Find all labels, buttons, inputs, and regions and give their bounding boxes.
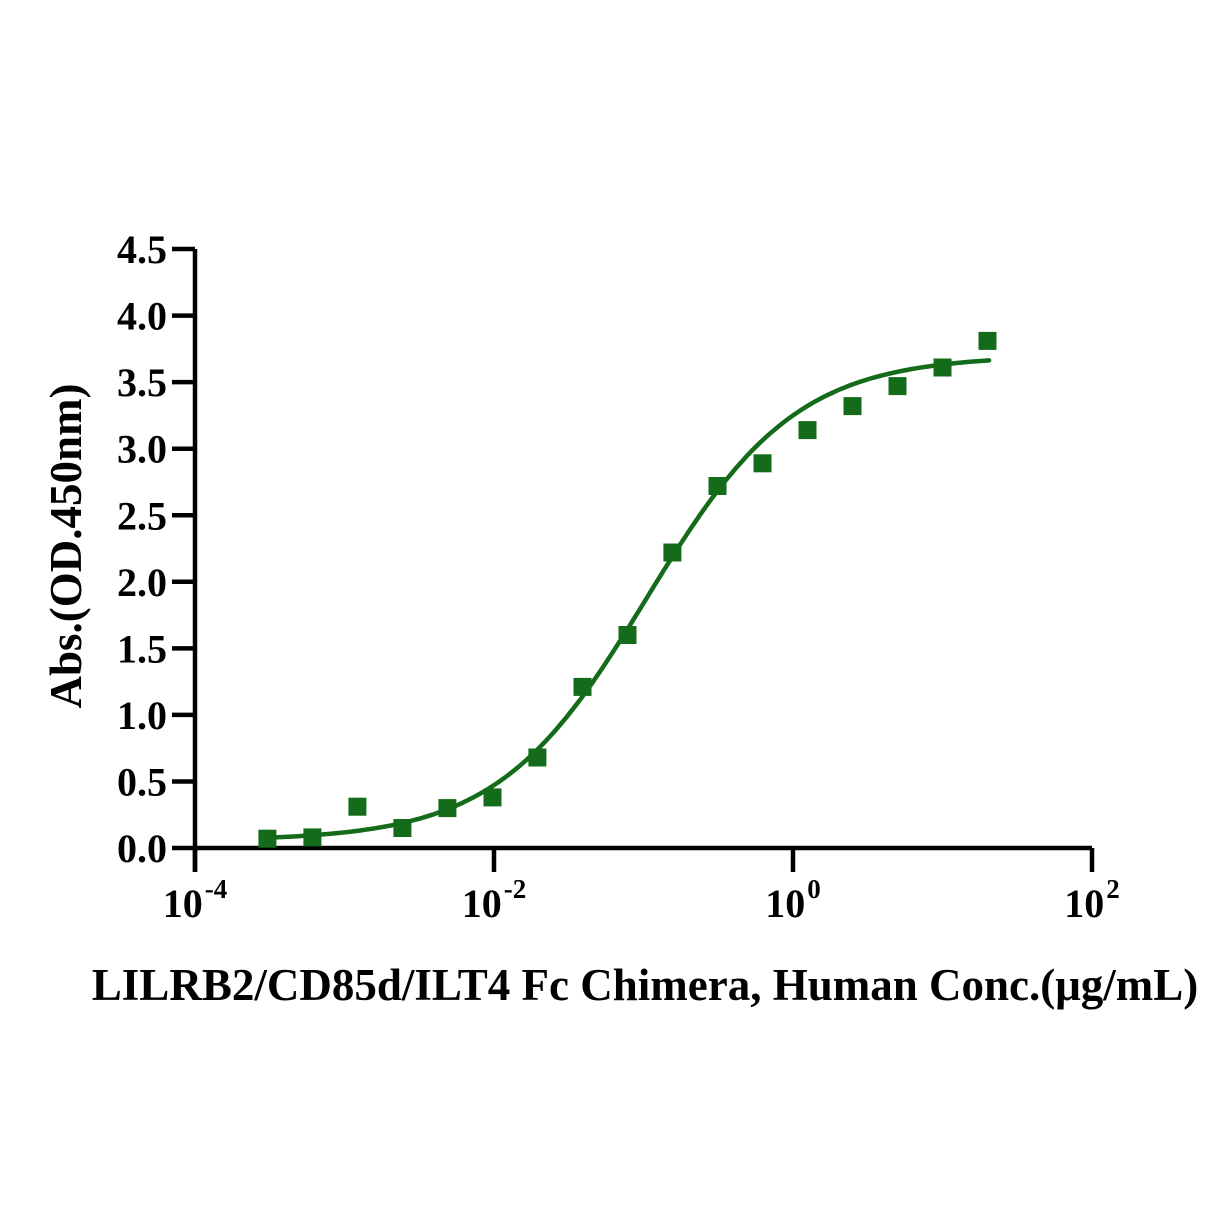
x-axis-ticks: 10-4 10-2 100 102 (163, 848, 1120, 926)
data-point-marker (258, 829, 277, 848)
data-point-marker (348, 797, 367, 816)
y-tick-label: 0.0 (117, 826, 167, 871)
y-tick-label: 4.5 (117, 227, 167, 272)
data-point-marker (393, 819, 412, 837)
y-tick-label: 3.5 (117, 360, 167, 405)
data-point-marker (663, 543, 682, 562)
data-point-marker (303, 828, 322, 847)
y-tick-label: 4.0 (117, 294, 167, 339)
data-point-marker (888, 377, 907, 396)
data-point-marker (573, 677, 592, 696)
data-series (258, 331, 997, 848)
data-point-marker (978, 331, 997, 350)
x-tick-label: 100 (765, 874, 821, 926)
x-tick-label: 10-2 (462, 874, 527, 926)
fit-curve (265, 358, 992, 840)
plot-axes (192, 249, 1092, 872)
data-point-marker (528, 748, 547, 767)
data-point-marker (438, 799, 457, 818)
data-point-marker (753, 454, 772, 473)
data-point-marker (708, 477, 727, 495)
data-point-marker (483, 788, 502, 807)
y-tick-label: 3.0 (117, 427, 167, 472)
y-tick-label: 1.0 (117, 693, 167, 738)
y-tick-label: 2.0 (117, 560, 167, 605)
x-tick-label: 10-4 (163, 874, 228, 926)
y-tick-label: 2.5 (117, 493, 167, 538)
x-tick-label: 102 (1064, 874, 1120, 926)
y-axis-title: Abs.(OD.450nm) (41, 383, 91, 708)
data-point-marker (798, 421, 817, 440)
data-point-marker (618, 626, 637, 644)
data-point-marker (933, 358, 952, 377)
y-tick-label: 0.5 (117, 759, 167, 804)
data-point-marker (843, 397, 862, 416)
y-tick-label: 1.5 (117, 626, 167, 671)
fit-curve-path (265, 358, 992, 840)
x-axis-title: LILRB2/CD85d/ILT4 Fc Chimera, Human Conc… (92, 960, 1198, 1010)
y-axis-ticks: 0.0 0.5 1.0 1.5 2.0 2.5 3.0 3.5 4.0 4.5 (117, 227, 195, 871)
